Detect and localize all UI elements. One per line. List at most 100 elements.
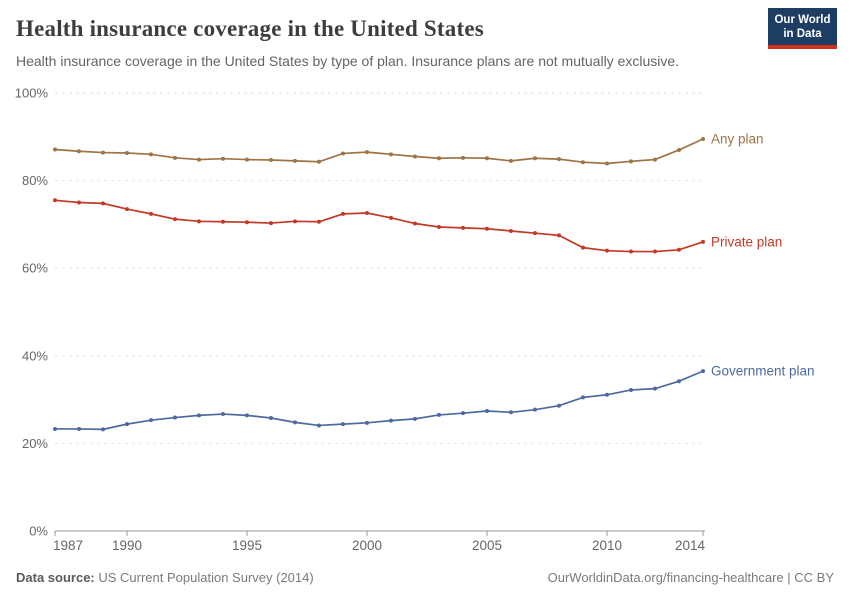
chart-footer: Data source: US Current Population Surve… <box>0 562 850 600</box>
data-point-government-plan-2009 <box>581 395 585 400</box>
x-tick-label-1987: 1987 <box>53 538 83 553</box>
data-point-government-plan-1997 <box>293 420 297 425</box>
data-point-government-plan-2004 <box>461 411 465 416</box>
data-point-government-plan-2003 <box>437 412 441 417</box>
data-point-private-plan-1995 <box>245 220 249 225</box>
data-point-any-plan-1995 <box>245 157 249 162</box>
data-point-government-plan-1994 <box>221 412 225 417</box>
series-any-plan[interactable]: Any plan <box>53 131 764 166</box>
data-point-any-plan-2007 <box>533 156 537 161</box>
chart-subtitle: Health insurance coverage in the United … <box>16 53 680 69</box>
data-point-government-plan-1989 <box>101 427 105 432</box>
data-point-private-plan-2007 <box>533 231 537 236</box>
data-point-government-plan-2011 <box>629 387 633 392</box>
data-point-government-plan-2008 <box>557 403 561 408</box>
data-point-private-plan-2001 <box>389 215 393 220</box>
data-point-government-plan-1999 <box>341 422 345 427</box>
owid-logo-line1: Our World <box>774 13 831 26</box>
data-point-government-plan-2007 <box>533 407 537 412</box>
y-tick-label-80: 80% <box>22 173 48 188</box>
data-point-private-plan-2008 <box>557 233 561 238</box>
data-point-government-plan-1988 <box>77 426 81 431</box>
data-point-private-plan-1994 <box>221 219 225 224</box>
data-point-any-plan-1994 <box>221 156 225 161</box>
data-point-any-plan-1989 <box>101 150 105 155</box>
y-tick-label-20: 20% <box>22 436 48 451</box>
data-point-private-plan-2011 <box>629 249 633 254</box>
data-point-private-plan-2013 <box>677 247 681 252</box>
data-point-government-plan-2005 <box>485 408 489 413</box>
data-point-any-plan-1988 <box>77 149 81 154</box>
data-source-note: Data source: US Current Population Surve… <box>16 570 314 585</box>
data-point-any-plan-1997 <box>293 158 297 163</box>
series-government-plan[interactable]: Government plan <box>53 364 815 432</box>
data-point-any-plan-2013 <box>677 147 681 152</box>
data-point-private-plan-2005 <box>485 226 489 231</box>
data-point-private-plan-1996 <box>269 221 273 226</box>
data-source-label: Data source: <box>16 569 95 585</box>
data-point-any-plan-2002 <box>413 154 417 159</box>
data-point-private-plan-1999 <box>341 211 345 216</box>
data-point-private-plan-1992 <box>173 217 177 222</box>
y-tick-label-0: 0% <box>29 524 48 539</box>
data-point-private-plan-2009 <box>581 245 585 250</box>
data-point-private-plan-2014 <box>701 239 705 244</box>
data-point-private-plan-2003 <box>437 225 441 230</box>
data-point-any-plan-2009 <box>581 160 585 165</box>
data-point-private-plan-1988 <box>77 200 81 205</box>
data-point-any-plan-2010 <box>605 161 609 166</box>
data-point-any-plan-1998 <box>317 159 321 164</box>
data-point-any-plan-2008 <box>557 157 561 162</box>
data-point-any-plan-1990 <box>125 151 129 156</box>
data-source-text: US Current Population Survey (2014) <box>94 569 314 585</box>
data-point-government-plan-2001 <box>389 418 393 423</box>
x-tick-label-1995: 1995 <box>232 538 262 553</box>
y-tick-label-40: 40% <box>22 348 48 363</box>
data-point-any-plan-2004 <box>461 155 465 160</box>
data-point-government-plan-2002 <box>413 416 417 421</box>
x-tick-label-1990: 1990 <box>112 538 142 553</box>
data-point-government-plan-2013 <box>677 379 681 384</box>
data-point-government-plan-1993 <box>197 413 201 418</box>
data-point-government-plan-2010 <box>605 392 609 397</box>
series-label-government-plan[interactable]: Government plan <box>711 364 815 379</box>
data-point-any-plan-2011 <box>629 159 633 164</box>
data-point-any-plan-1992 <box>173 155 177 160</box>
data-point-any-plan-2000 <box>365 150 369 155</box>
data-point-private-plan-2006 <box>509 228 513 233</box>
series-label-any-plan[interactable]: Any plan <box>711 131 764 146</box>
data-point-government-plan-1991 <box>149 418 153 423</box>
attribution-link[interactable]: OurWorldinData.org/financing-healthcare … <box>547 569 834 585</box>
series-line-private-plan[interactable] <box>54 199 704 253</box>
data-point-government-plan-1995 <box>245 413 249 418</box>
data-point-any-plan-1987 <box>53 147 57 152</box>
data-point-private-plan-1991 <box>149 211 153 216</box>
y-tick-label-100: 100% <box>15 86 49 101</box>
data-point-any-plan-1996 <box>269 158 273 163</box>
data-point-private-plan-1993 <box>197 219 201 224</box>
data-point-government-plan-1992 <box>173 415 177 420</box>
data-point-any-plan-2001 <box>389 152 393 157</box>
owid-logo-line2: in Data <box>783 27 822 40</box>
y-tick-label-60: 60% <box>22 261 48 276</box>
chart-title: Health insurance coverage in the United … <box>16 16 484 41</box>
series-line-any-plan[interactable] <box>54 138 704 165</box>
series-line-government-plan[interactable] <box>55 370 704 431</box>
x-tick-label-2005: 2005 <box>472 538 502 553</box>
data-point-any-plan-1991 <box>149 152 153 157</box>
data-point-government-plan-1998 <box>317 423 321 428</box>
data-point-private-plan-2004 <box>461 225 465 230</box>
data-point-private-plan-1989 <box>101 201 105 206</box>
series-private-plan[interactable]: Private plan <box>53 198 782 254</box>
data-point-any-plan-2006 <box>509 158 513 163</box>
data-point-private-plan-1998 <box>317 219 321 224</box>
series-label-private-plan[interactable]: Private plan <box>711 234 782 249</box>
data-point-private-plan-1990 <box>125 207 129 212</box>
data-point-government-plan-1990 <box>125 422 129 427</box>
data-point-government-plan-1987 <box>53 426 57 431</box>
data-point-any-plan-2012 <box>653 157 657 162</box>
data-point-private-plan-2010 <box>605 248 609 253</box>
owid-logo[interactable]: Our World in Data <box>768 8 837 49</box>
